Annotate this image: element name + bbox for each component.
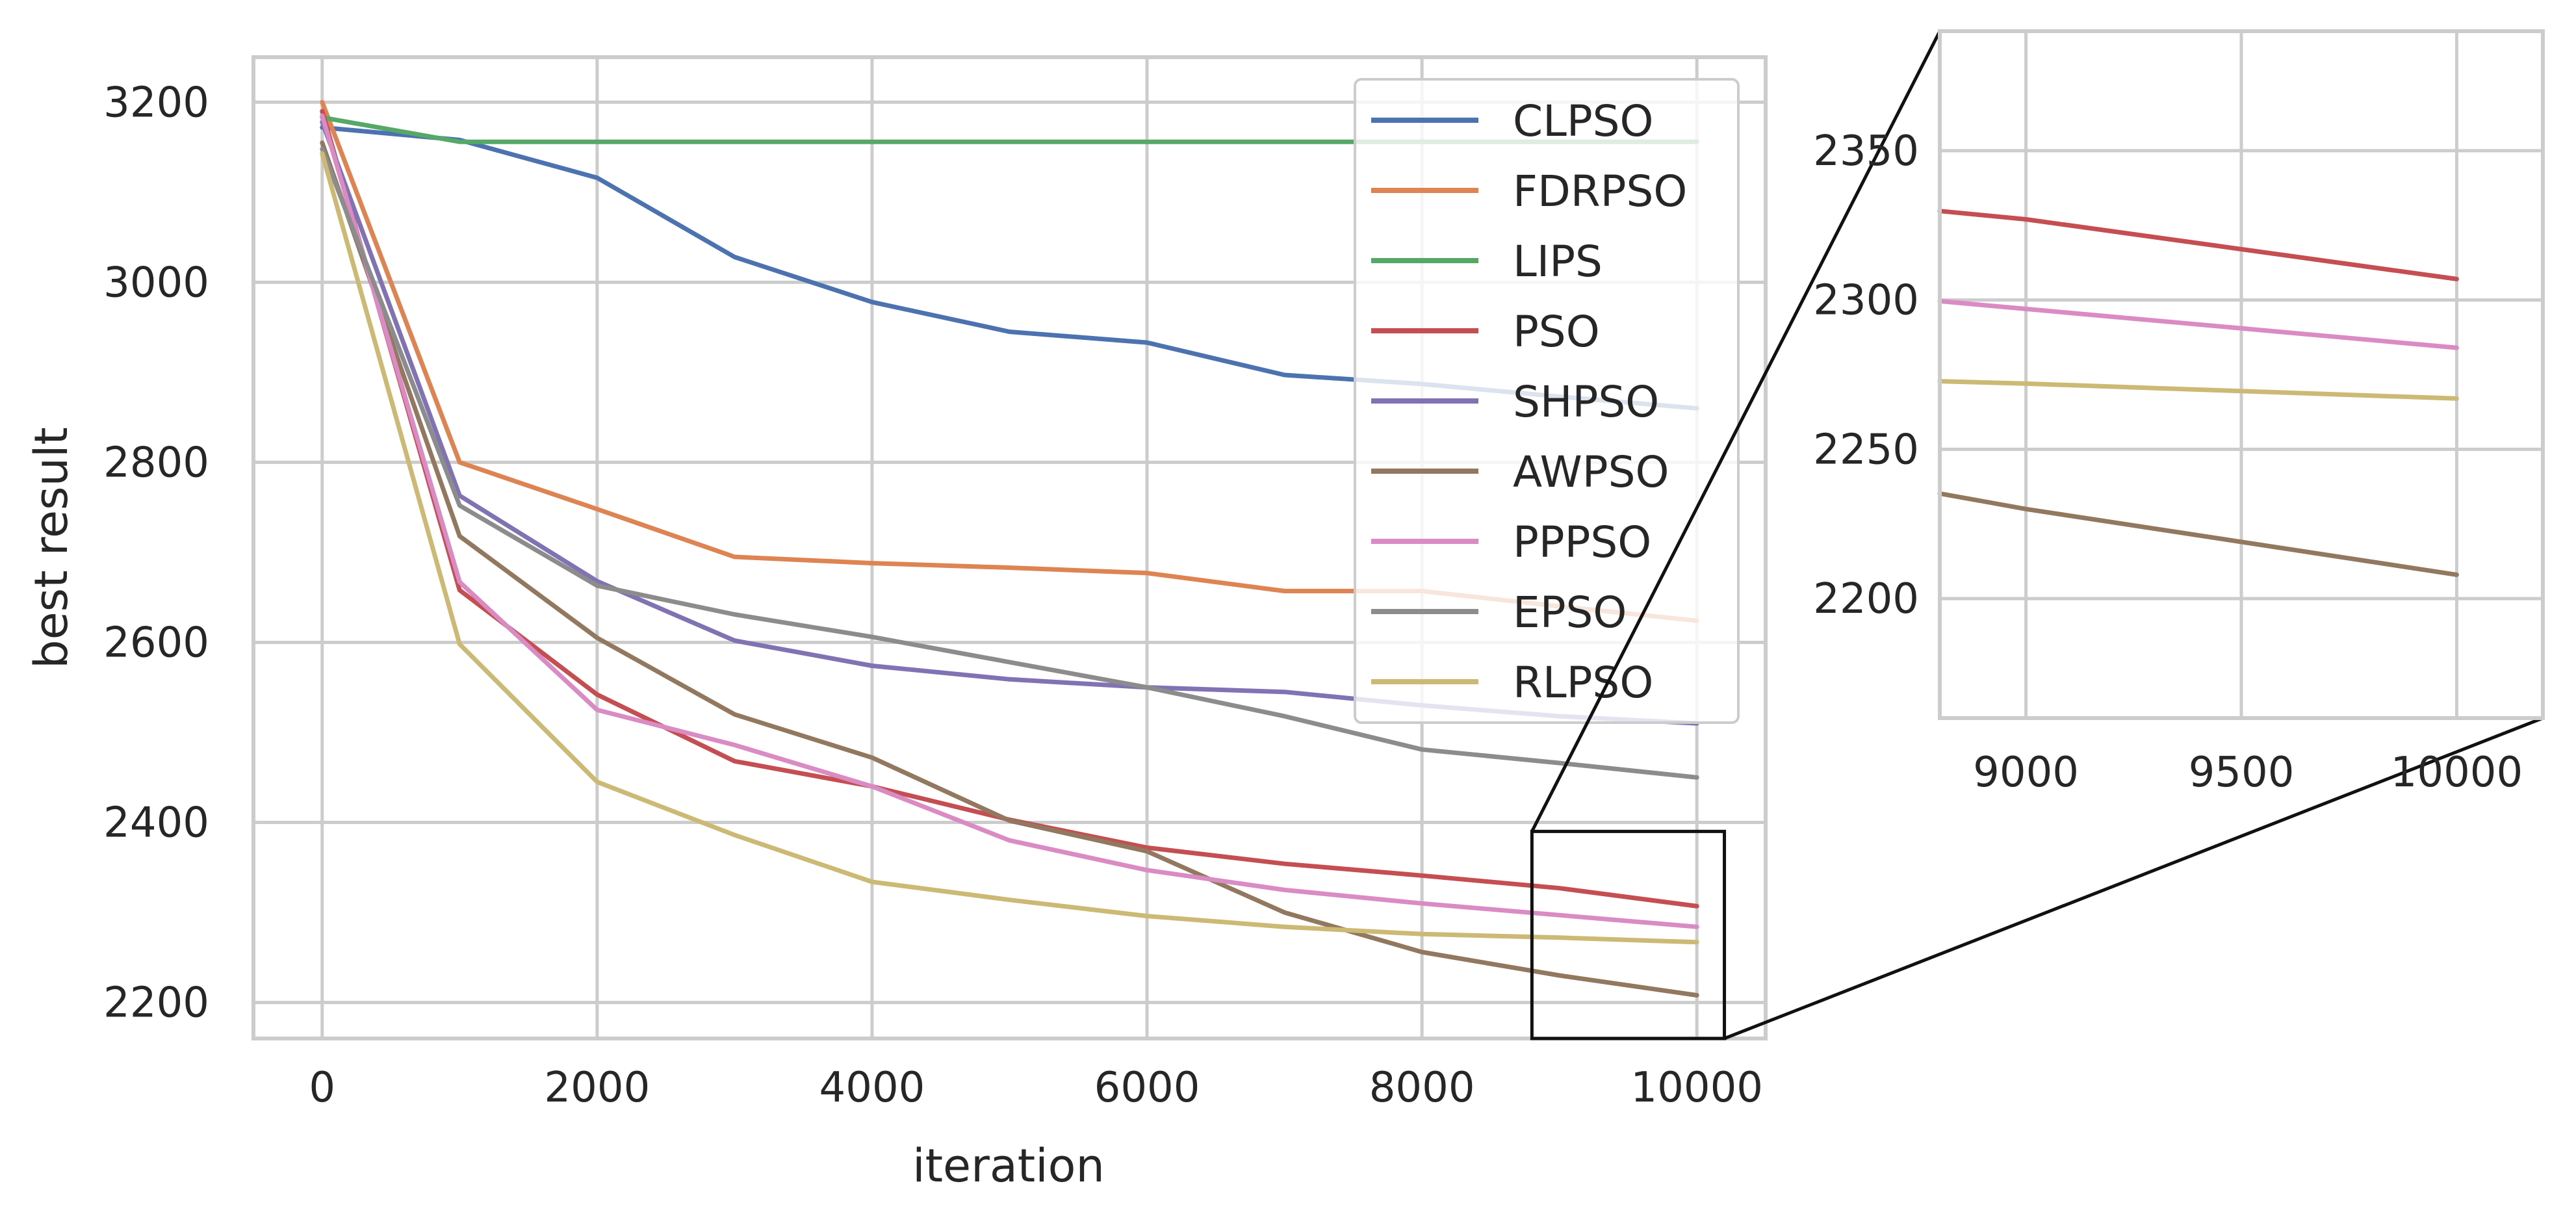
zoom-connector-bottom — [1723, 716, 2544, 1040]
inset-plot: 9000 9500 10000 2200 2250 2300 2350 — [1813, 29, 2545, 797]
main-x-ticks: 0 2000 4000 6000 8000 10000 — [309, 1064, 1763, 1112]
zoom-indicator — [1530, 30, 2544, 1040]
series-line-epso — [320, 146, 1699, 780]
y-axis-label: best result — [25, 427, 78, 669]
main-y-tick-label: 2800 — [103, 439, 209, 487]
inset-series-line-pppso — [1937, 298, 2459, 350]
main-y-tick-label: 3000 — [103, 259, 209, 307]
main-y-tick-label: 2600 — [103, 619, 209, 667]
inset-series-line-awpso — [1937, 491, 2459, 577]
legend-label-clpso: CLPSO — [1513, 96, 1654, 146]
inset-x-tick-label: 9000 — [1973, 749, 2079, 797]
main-y-tick-label: 2200 — [103, 979, 209, 1027]
main-x-tick-label: 2000 — [544, 1064, 650, 1112]
legend-box — [1354, 78, 1740, 724]
main-x-tick-label: 8000 — [1369, 1064, 1475, 1112]
series-line-awpso — [320, 140, 1699, 998]
inset-series-line-pso — [1937, 209, 2459, 281]
main-plot-frame — [251, 55, 1768, 1040]
legend-label-rlpso: RLPSO — [1513, 658, 1653, 708]
inset-y-tick-label: 2200 — [1813, 575, 1919, 623]
series-line-pppso — [320, 113, 1699, 929]
inset-series-lines — [1937, 209, 2459, 577]
main-x-tick-label: 6000 — [1094, 1064, 1200, 1112]
inset-plot-frame — [1938, 29, 2545, 720]
inset-x-tick-label: 9500 — [2189, 749, 2295, 797]
inset-x-ticks: 9000 9500 10000 — [1973, 749, 2523, 797]
inset-series-line-rlpso — [1937, 379, 2459, 401]
legend-label-fdrpso: FDRPSO — [1513, 166, 1687, 216]
inset-grid — [1940, 31, 2543, 718]
legend-label-awpso: AWPSO — [1513, 447, 1669, 497]
inset-x-tick-label: 10000 — [2391, 749, 2523, 797]
legend-items: CLPSO FDRPSO LIPS PSO SHPSO AWPSO PPPSO EPSO RLP… — [1371, 96, 1687, 708]
legend-label-epso: EPSO — [1513, 587, 1627, 638]
legend: CLPSO FDRPSO LIPS PSO SHPSO AWPSO PPPSO EPSO RLP… — [1354, 78, 1740, 724]
inset-y-tick-label: 2250 — [1813, 426, 1919, 474]
inset-y-ticks: 2200 2250 2300 2350 — [1813, 127, 1919, 623]
legend-label-pppso: PPPSO — [1513, 517, 1651, 567]
legend-label-shpso: SHPSO — [1513, 377, 1659, 427]
zoom-connector-top — [1530, 30, 1942, 832]
inset-y-tick-label: 2300 — [1813, 277, 1919, 325]
main-x-tick-label: 10000 — [1630, 1064, 1763, 1112]
zoom-box — [1530, 829, 1727, 1040]
legend-label-lips: LIPS — [1513, 237, 1603, 287]
main-y-tick-label: 3200 — [103, 79, 209, 127]
inset-y-tick-label: 2350 — [1813, 127, 1919, 175]
x-axis-label: iteration — [912, 1139, 1105, 1193]
main-y-tick-label: 2400 — [103, 799, 209, 847]
main-x-tick-label: 4000 — [819, 1064, 925, 1112]
main-y-ticks: 2200 2400 2600 2800 3000 3200 — [103, 79, 209, 1027]
main-x-tick-label: 0 — [309, 1064, 335, 1112]
legend-label-pso: PSO — [1513, 307, 1600, 357]
series-line-rlpso — [320, 151, 1699, 945]
